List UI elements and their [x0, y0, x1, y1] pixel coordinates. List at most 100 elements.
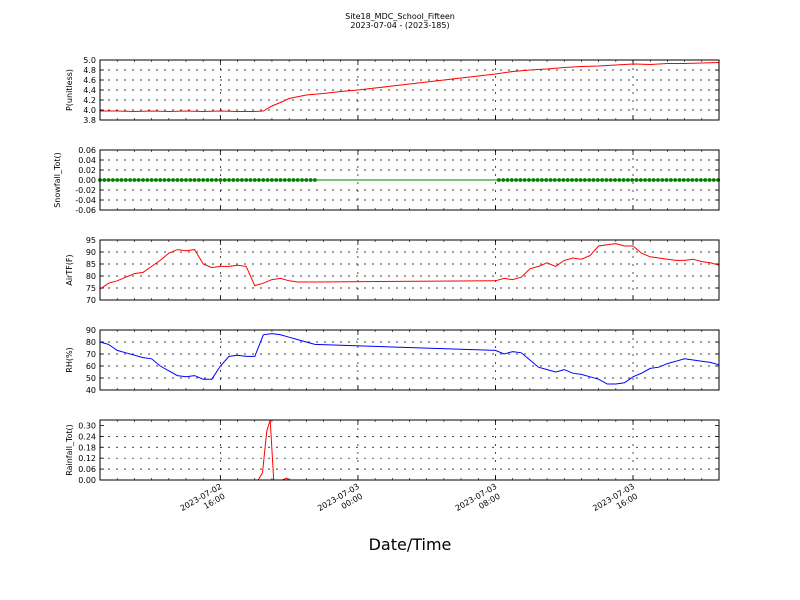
chart-subtitle: 2023-07-04 - (2023-185)	[350, 21, 450, 30]
y-tick-label: 0.02	[78, 166, 96, 175]
y-tick-label: -0.02	[75, 186, 96, 195]
data-point	[634, 178, 639, 182]
data-point	[509, 178, 514, 182]
x-tick-label: 2023-07-0308:00	[454, 482, 504, 522]
chart-title: Site18_MDC_School_Fifteen	[345, 12, 455, 21]
data-point	[677, 178, 682, 182]
data-point	[514, 178, 518, 182]
data-point	[149, 178, 154, 182]
data-point	[557, 178, 561, 182]
data-point	[102, 178, 107, 182]
data-point	[570, 178, 574, 182]
data-point	[561, 178, 566, 182]
x-tick-label: 2023-07-0300:00	[316, 482, 366, 522]
y-axis-label: Snowfall_Tot()	[53, 152, 62, 208]
data-point	[248, 178, 253, 182]
y-tick-label: 50	[86, 374, 96, 383]
data-point	[656, 178, 660, 182]
y-tick-label: 0.24	[78, 432, 96, 441]
data-point	[175, 178, 180, 182]
y-tick-label: -0.06	[75, 206, 96, 215]
data-point	[179, 178, 184, 182]
series-line	[100, 62, 720, 113]
data-point	[313, 178, 317, 182]
data-point	[591, 178, 596, 182]
data-point	[707, 178, 712, 182]
data-point	[518, 178, 523, 182]
data-point	[600, 178, 604, 182]
data-point	[595, 178, 600, 182]
y-tick-label: 40	[86, 386, 96, 395]
data-point	[209, 178, 214, 182]
data-point	[694, 178, 699, 182]
series-line	[99, 333, 720, 385]
y-tick-label: 4.4	[83, 86, 96, 95]
data-point	[505, 178, 510, 182]
data-point	[227, 178, 231, 182]
series-line	[99, 243, 720, 290]
data-point	[587, 178, 592, 182]
data-point	[141, 178, 145, 182]
data-point	[626, 178, 630, 182]
data-point	[527, 178, 531, 182]
y-tick-label: 0.00	[78, 476, 96, 485]
data-point	[703, 178, 708, 182]
data-point	[497, 178, 501, 182]
y-tick-label: 0.06	[78, 146, 96, 155]
data-point	[188, 178, 193, 182]
data-point	[643, 178, 647, 182]
data-point	[145, 178, 150, 182]
data-point	[218, 178, 223, 182]
x-axis-label: Date/Time	[369, 535, 452, 554]
data-point	[574, 178, 579, 182]
panel-3: 95 90 85 80 75 70 AirTF(F)	[65, 236, 720, 305]
data-point	[304, 178, 309, 182]
y-tick-label: 4.6	[83, 76, 96, 85]
data-point	[681, 178, 686, 182]
panel-frame	[99, 419, 720, 481]
panel-frame	[99, 149, 720, 211]
y-tick-label: 0.00	[78, 176, 96, 185]
data-point	[669, 178, 673, 182]
data-point	[548, 178, 553, 182]
data-point	[123, 178, 128, 182]
data-point	[699, 178, 703, 182]
data-point	[119, 178, 124, 182]
data-point	[278, 178, 283, 182]
data-point	[128, 178, 133, 182]
data-point	[154, 178, 158, 182]
data-point	[613, 178, 617, 182]
data-point	[282, 178, 287, 182]
data-point	[171, 178, 176, 182]
data-point	[287, 178, 291, 182]
panel-frame	[99, 329, 720, 391]
data-point	[265, 178, 270, 182]
data-point	[158, 178, 163, 182]
data-point	[630, 178, 635, 182]
data-point	[638, 178, 643, 182]
y-tick-label: 80	[86, 272, 96, 281]
data-point	[257, 178, 261, 182]
panel-5: 0.30 0.24 0.18 0.12 0.06 0.00 Rainfall_Tot()	[65, 419, 720, 485]
y-axis-label: Rainfall_Tot()	[65, 424, 74, 476]
y-tick-label: 90	[86, 326, 96, 335]
data-point	[136, 178, 141, 182]
data-point	[604, 178, 609, 182]
y-tick-label: 75	[86, 284, 96, 293]
data-point	[522, 178, 527, 182]
data-point	[686, 178, 690, 182]
data-point	[261, 178, 266, 182]
data-point	[111, 178, 115, 182]
data-point	[115, 178, 120, 182]
data-point	[300, 178, 304, 182]
data-point	[205, 178, 210, 182]
data-point	[565, 178, 570, 182]
data-point	[660, 178, 665, 182]
panel-2: 0.060.040.020.00-0.02-0.04-0.06 Snowfall_…	[53, 146, 720, 215]
data-point	[197, 178, 201, 182]
data-point	[617, 178, 622, 182]
data-point	[583, 178, 587, 182]
y-tick-label: 95	[86, 236, 96, 245]
data-point	[621, 178, 626, 182]
